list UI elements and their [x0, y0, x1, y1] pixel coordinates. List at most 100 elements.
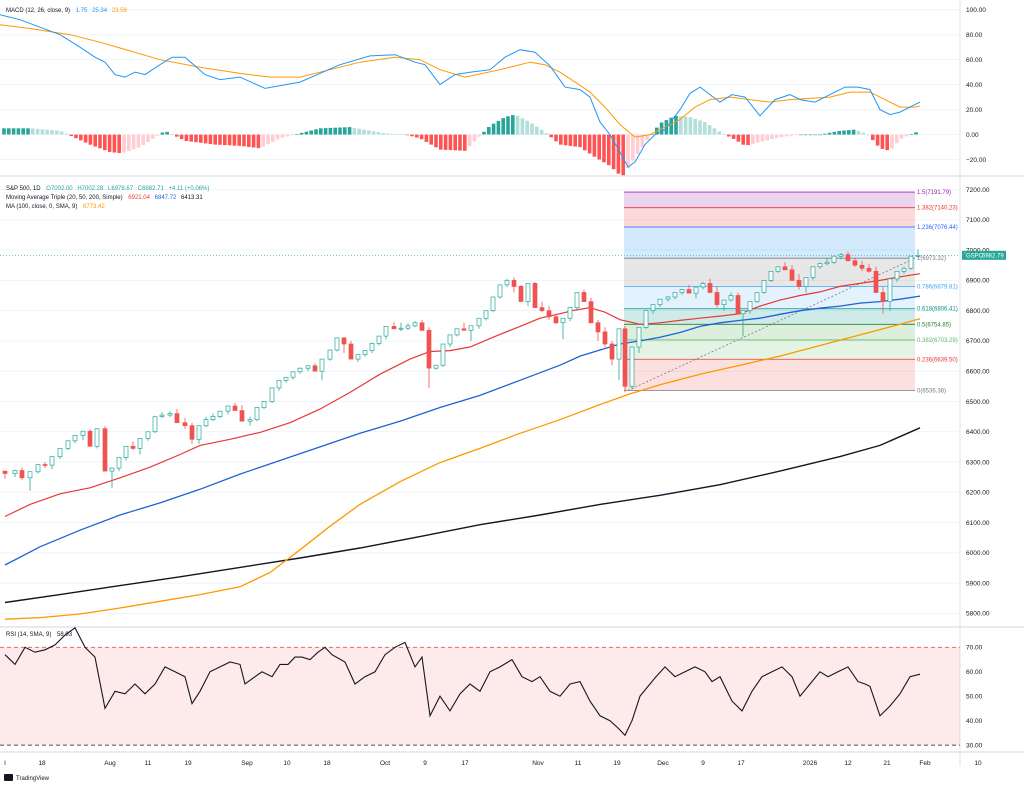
candle-body[interactable]: [539, 307, 545, 311]
candle-body[interactable]: [426, 329, 432, 369]
candle-body[interactable]: [42, 464, 48, 466]
candle-body[interactable]: [334, 337, 340, 351]
candle-body[interactable]: [679, 289, 685, 293]
candle-body[interactable]: [721, 299, 727, 305]
rsi-panel[interactable]: 70.00 60.00 50.00 40.00 30.00: [0, 626, 983, 750]
candle-body[interactable]: [650, 304, 656, 312]
candle-body[interactable]: [305, 365, 311, 369]
candle-body[interactable]: [789, 269, 795, 281]
candle-body[interactable]: [616, 328, 622, 360]
candle-body[interactable]: [276, 379, 282, 389]
candle-body[interactable]: [468, 325, 474, 331]
candle-body[interactable]: [341, 337, 347, 345]
candle-body[interactable]: [383, 326, 389, 337]
candle-body[interactable]: [19, 470, 25, 479]
candle-body[interactable]: [602, 331, 608, 345]
candle-body[interactable]: [636, 326, 642, 348]
candle-body[interactable]: [433, 364, 439, 369]
candle-body[interactable]: [35, 464, 41, 473]
candle-body[interactable]: [419, 322, 425, 331]
candle-body[interactable]: [803, 277, 809, 287]
candle-body[interactable]: [622, 328, 628, 387]
candle-body[interactable]: [2, 470, 8, 474]
candle-body[interactable]: [553, 316, 559, 324]
candle-body[interactable]: [657, 298, 663, 305]
candle-body[interactable]: [686, 289, 692, 294]
candle-body[interactable]: [174, 413, 180, 424]
candle-body[interactable]: [707, 283, 713, 293]
candle-body[interactable]: [94, 428, 100, 447]
candle-body[interactable]: [398, 327, 404, 330]
candle-body[interactable]: [845, 254, 851, 262]
candle-body[interactable]: [609, 343, 615, 360]
candle-body[interactable]: [348, 343, 354, 360]
candle-body[interactable]: [873, 270, 879, 293]
candle-body[interactable]: [217, 410, 223, 417]
candle-body[interactable]: [525, 283, 531, 302]
candle-body[interactable]: [852, 260, 858, 266]
candle-body[interactable]: [629, 346, 635, 387]
candle-body[interactable]: [574, 292, 580, 308]
candle-body[interactable]: [145, 431, 151, 439]
candle-body[interactable]: [796, 280, 802, 287]
candle-body[interactable]: [123, 445, 129, 458]
candle-body[interactable]: [196, 425, 202, 440]
candle-body[interactable]: [532, 283, 538, 308]
candle-body[interactable]: [560, 317, 566, 324]
candle-body[interactable]: [210, 416, 216, 420]
candle-body[interactable]: [740, 310, 746, 315]
candle-body[interactable]: [391, 326, 397, 330]
candle-body[interactable]: [497, 284, 503, 298]
candle-body[interactable]: [490, 296, 496, 311]
candle-body[interactable]: [775, 266, 781, 272]
candle-body[interactable]: [49, 456, 55, 466]
candle-body[interactable]: [239, 410, 245, 422]
candle-body[interactable]: [810, 266, 816, 278]
candle-body[interactable]: [327, 349, 333, 360]
candle-body[interactable]: [225, 405, 231, 412]
candle-body[interactable]: [80, 430, 86, 436]
candle-body[interactable]: [887, 278, 893, 302]
candle-body[interactable]: [483, 310, 489, 319]
candle-body[interactable]: [65, 440, 71, 449]
macd-panel[interactable]: 100.00 80.00 60.00 40.00 20.00 0.00 −20.00: [0, 7, 986, 176]
candle-body[interactable]: [643, 310, 649, 328]
candle-body[interactable]: [859, 264, 865, 269]
candle-body[interactable]: [116, 457, 122, 469]
candle-body[interactable]: [109, 467, 115, 472]
candle-body[interactable]: [728, 295, 734, 301]
candle-body[interactable]: [461, 328, 467, 331]
candle-body[interactable]: [405, 325, 411, 329]
candle-body[interactable]: [283, 376, 289, 381]
candle-body[interactable]: [167, 413, 173, 416]
candle-body[interactable]: [581, 292, 587, 302]
candle-body[interactable]: [511, 280, 517, 287]
candle-body[interactable]: [901, 267, 907, 272]
candle-body[interactable]: [672, 292, 678, 298]
candle-body[interactable]: [297, 367, 303, 373]
candle-body[interactable]: [189, 425, 195, 440]
candle-body[interactable]: [454, 328, 460, 336]
candle-body[interactable]: [693, 286, 699, 294]
candle-body[interactable]: [261, 401, 267, 408]
candle-body[interactable]: [130, 445, 136, 449]
candle-body[interactable]: [782, 266, 788, 271]
candle-body[interactable]: [447, 334, 453, 345]
candle-body[interactable]: [182, 422, 188, 427]
candle-body[interactable]: [57, 448, 63, 457]
candle-body[interactable]: [817, 263, 823, 268]
candle-body[interactable]: [700, 283, 706, 288]
candle-body[interactable]: [546, 310, 552, 318]
candle-body[interactable]: [768, 270, 774, 281]
candle-body[interactable]: [72, 435, 78, 442]
fib-trend-line[interactable]: [627, 257, 916, 391]
candle-body[interactable]: [567, 307, 573, 319]
candle-body[interactable]: [254, 407, 260, 420]
candle-body[interactable]: [824, 261, 830, 265]
candle-body[interactable]: [440, 343, 446, 366]
candle-body[interactable]: [412, 322, 418, 327]
candle-body[interactable]: [595, 322, 601, 333]
candle-body[interactable]: [312, 365, 318, 372]
candle-body[interactable]: [504, 280, 510, 286]
